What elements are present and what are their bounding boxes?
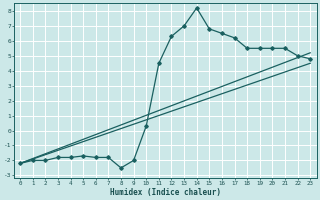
X-axis label: Humidex (Indice chaleur): Humidex (Indice chaleur): [110, 188, 220, 197]
